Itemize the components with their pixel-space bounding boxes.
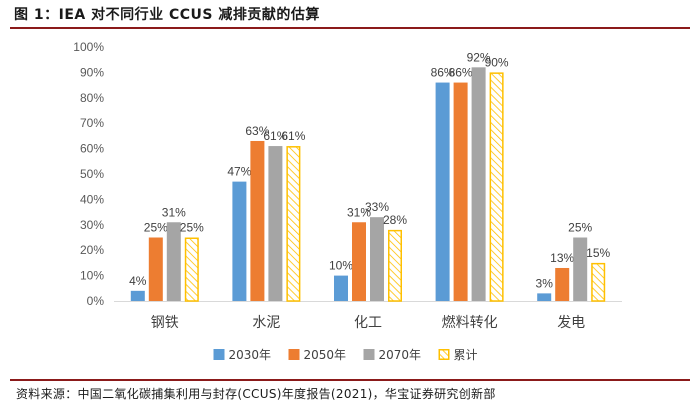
legend-label: 2050年 bbox=[304, 348, 347, 362]
y-tick-label: 70% bbox=[80, 116, 104, 130]
bar-1-4 bbox=[435, 82, 450, 301]
category-label: 化工 bbox=[354, 315, 382, 331]
bar-1-3 bbox=[334, 275, 348, 301]
y-tick-label: 10% bbox=[80, 269, 104, 283]
y-tick-label: 40% bbox=[80, 192, 104, 206]
bar-2-4 bbox=[453, 82, 468, 301]
data-label: 28% bbox=[383, 213, 407, 227]
bar-4-4 bbox=[489, 72, 504, 302]
legend-swatch bbox=[438, 349, 450, 360]
bar-4-5 bbox=[591, 262, 606, 302]
data-label: 31% bbox=[162, 205, 186, 219]
source-note: 资料来源：中国二氧化碳捕集利用与封存(CCUS)年度报告(2021)，华宝证券研… bbox=[16, 387, 496, 401]
data-label: 90% bbox=[485, 55, 509, 69]
bar-4-2 bbox=[286, 146, 301, 302]
data-label: 25% bbox=[144, 221, 168, 235]
data-label: 13% bbox=[550, 251, 574, 265]
data-label: 86% bbox=[431, 66, 455, 80]
y-tick-label: 90% bbox=[80, 65, 104, 79]
data-label: 63% bbox=[245, 124, 269, 138]
category-label: 燃料转化 bbox=[442, 314, 498, 331]
y-tick-label: 80% bbox=[80, 91, 104, 105]
data-label: 61% bbox=[263, 129, 287, 143]
bar-2-1 bbox=[148, 237, 163, 301]
y-tick-label: 50% bbox=[80, 167, 104, 181]
figure-title: 图 1：IEA 对不同行业 CCUS 减排贡献的估算 bbox=[14, 7, 320, 23]
bar-1-2 bbox=[232, 181, 247, 301]
bar-3-4 bbox=[471, 67, 486, 301]
data-label: 10% bbox=[329, 259, 353, 273]
bar-3-3 bbox=[370, 217, 384, 301]
bar-1-1 bbox=[130, 290, 145, 301]
bar-2-3 bbox=[352, 222, 366, 301]
legend-swatch bbox=[213, 349, 225, 360]
bar-3-1 bbox=[166, 222, 181, 301]
data-label: 33% bbox=[365, 200, 389, 214]
bar-4-1 bbox=[184, 237, 199, 302]
title-rule bbox=[10, 27, 690, 29]
data-label: 92% bbox=[467, 50, 491, 64]
data-label: 4% bbox=[129, 274, 147, 288]
data-label: 47% bbox=[227, 165, 251, 179]
data-label: 25% bbox=[180, 221, 204, 235]
data-label: 86% bbox=[449, 66, 473, 80]
data-label: 15% bbox=[586, 246, 610, 260]
data-label: 25% bbox=[568, 221, 592, 235]
bar-4-3 bbox=[388, 229, 402, 302]
source-rule bbox=[10, 379, 690, 381]
legend-swatch bbox=[363, 349, 375, 360]
data-label: 3% bbox=[536, 276, 554, 290]
legend-label: 累计 bbox=[454, 348, 478, 362]
category-label: 水泥 bbox=[252, 315, 280, 331]
legend-label: 2030年 bbox=[229, 348, 272, 362]
bar-3-5 bbox=[573, 237, 588, 301]
y-tick-label: 60% bbox=[80, 142, 104, 156]
legend-label: 2070年 bbox=[379, 348, 422, 362]
y-tick-label: 0% bbox=[87, 294, 105, 308]
bar-3-2 bbox=[268, 146, 283, 301]
data-label: 61% bbox=[281, 129, 305, 143]
legend-swatch bbox=[288, 349, 300, 360]
data-label: 31% bbox=[347, 205, 371, 219]
category-label: 发电 bbox=[557, 315, 585, 331]
y-tick-label: 30% bbox=[80, 218, 104, 232]
bar-2-2 bbox=[250, 140, 265, 301]
category-label: 钢铁 bbox=[151, 315, 179, 331]
bar-2-5 bbox=[555, 267, 570, 301]
bar-1-5 bbox=[537, 293, 552, 301]
y-tick-label: 20% bbox=[80, 243, 104, 257]
y-tick-label: 100% bbox=[73, 40, 104, 54]
